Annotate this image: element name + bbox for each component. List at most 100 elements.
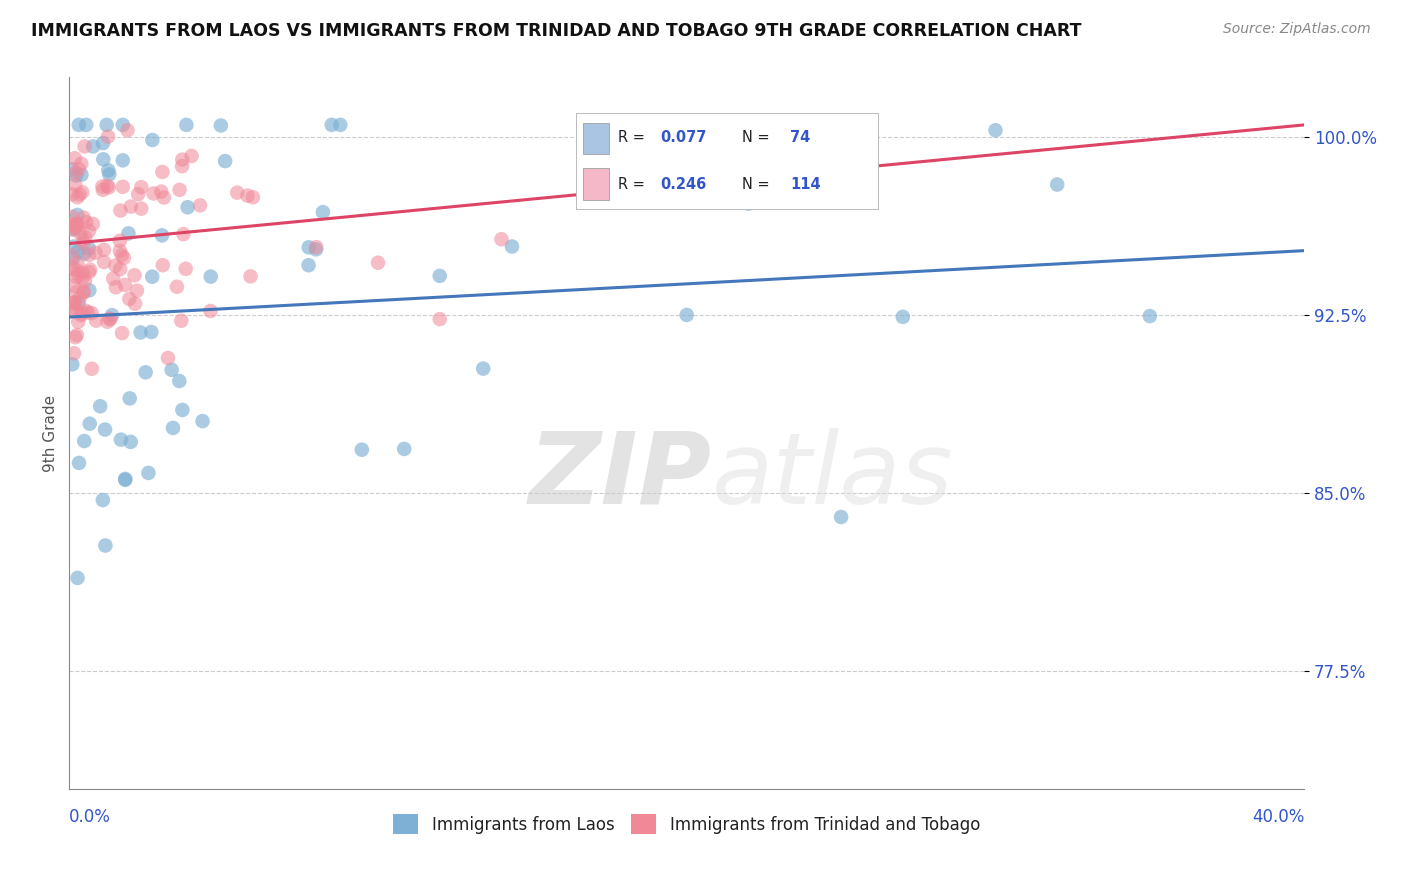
Point [66,244,89,259]
Point [120,200,142,214]
Point [305,243,328,257]
Point [97,180,120,194]
Point [104,280,127,294]
Point [72,233,94,247]
Point [112,251,135,265]
Point [129,180,152,194]
Point [118,392,141,406]
Point [239,269,262,284]
Point [101,308,124,322]
Point [63,222,86,236]
Point [104,259,127,273]
Point [62,251,84,265]
Point [350,442,373,457]
Point [170,159,193,173]
Point [65,303,87,318]
Point [69,291,91,305]
Text: Source: ZipAtlas.com: Source: ZipAtlas.com [1223,22,1371,37]
Point [77,248,100,262]
Point [66,208,89,222]
Point [67,118,90,132]
Point [124,297,146,311]
Point [191,414,214,428]
Point [142,186,165,201]
Point [111,326,134,340]
Point [111,153,134,168]
Point [66,190,89,204]
Point [614,172,637,186]
Point [312,205,335,219]
Point [69,226,91,240]
Point [65,178,87,192]
Point [169,183,191,197]
Point [63,295,86,310]
Point [891,310,914,324]
Point [97,129,120,144]
Point [162,421,184,435]
Point [82,139,104,153]
Point [160,363,183,377]
Point [65,166,87,180]
Point [75,230,97,244]
Point [125,284,148,298]
Point [172,403,194,417]
Point [65,169,87,183]
Text: atlas: atlas [711,427,953,524]
Point [66,328,89,343]
Point [170,313,193,327]
Point [75,118,97,132]
Point [98,168,121,182]
Point [127,187,149,202]
Point [63,346,86,360]
Point [111,179,134,194]
Point [110,203,132,218]
Point [108,262,131,277]
Point [214,154,236,169]
Point [69,187,91,202]
Point [166,279,188,293]
Point [66,285,89,299]
Point [94,539,117,553]
Point [984,123,1007,137]
Point [62,296,84,310]
Point [111,118,134,132]
Point [70,271,93,285]
Point [93,255,115,269]
Point [97,163,120,178]
Point [73,139,96,153]
Point [80,361,103,376]
Point [66,218,89,232]
Point [150,185,173,199]
Point [141,325,163,339]
Point [77,241,100,255]
Point [472,361,495,376]
Point [73,274,96,288]
Text: 0.0%: 0.0% [69,808,111,826]
Point [60,260,83,275]
Point [141,133,163,147]
Point [66,267,89,281]
Legend: Immigrants from Laos, Immigrants from Trinidad and Tobago: Immigrants from Laos, Immigrants from Tr… [394,814,980,834]
Point [135,365,157,379]
Point [305,240,328,254]
Text: IMMIGRANTS FROM LAOS VS IMMIGRANTS FROM TRINIDAD AND TOBAGO 9TH GRADE CORRELATIO: IMMIGRANTS FROM LAOS VS IMMIGRANTS FROM … [31,22,1081,40]
Point [429,268,451,283]
Point [79,283,101,297]
Point [236,188,259,202]
Point [60,357,83,371]
Point [79,417,101,431]
Point [66,571,89,585]
Point [200,269,222,284]
Point [1139,309,1161,323]
Point [152,258,174,272]
Point [76,305,98,319]
Point [63,296,86,310]
Point [91,493,114,508]
Point [117,123,139,137]
Point [66,270,89,285]
Point [98,311,121,326]
Point [174,261,197,276]
Point [491,232,513,246]
Point [67,456,90,470]
Point [91,183,114,197]
